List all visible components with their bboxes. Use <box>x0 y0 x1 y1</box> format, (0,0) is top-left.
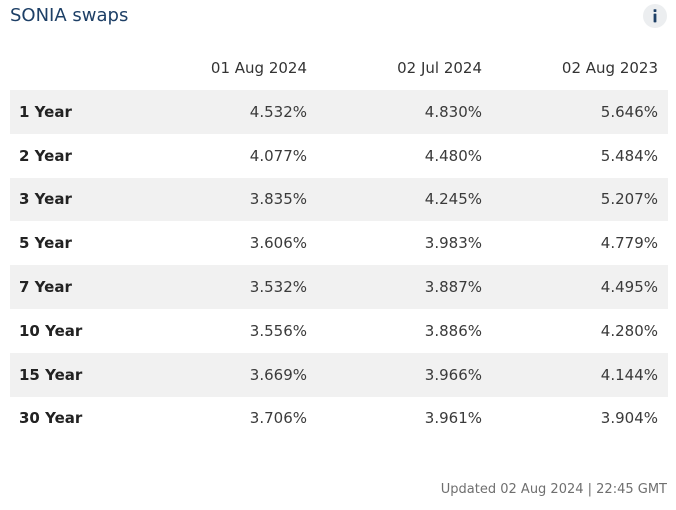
rate-cell: 3.532% <box>249 278 307 297</box>
rate-cell: 3.887% <box>424 278 482 297</box>
rate-cell: 3.706% <box>249 409 307 428</box>
rate-cell: 3.886% <box>424 321 482 340</box>
table-row: 2 Year 4.077% 4.480% 5.484% <box>10 134 668 178</box>
rate-cell: 4.280% <box>600 321 658 340</box>
term-cell: 5 Year <box>19 234 72 253</box>
rate-cell: 3.835% <box>249 190 307 209</box>
term-cell: 30 Year <box>19 409 83 428</box>
info-button[interactable] <box>643 4 667 28</box>
table-row: 3 Year 3.835% 4.245% 5.207% <box>10 177 668 222</box>
rate-cell: 3.961% <box>424 409 482 428</box>
term-cell: 2 Year <box>19 146 72 165</box>
table-row: 10 Year 3.556% 3.886% 4.280% <box>10 309 668 353</box>
rate-cell: 5.646% <box>600 102 658 121</box>
last-updated-text: Updated 02 Aug 2024 | 22:45 GMT <box>440 482 667 497</box>
column-header-term <box>10 46 159 90</box>
column-header-date: 02 Jul 2024 <box>397 59 482 77</box>
sonia-swaps-table: 01 Aug 2024 02 Jul 2024 02 Aug 2023 1 Ye… <box>10 46 668 440</box>
rate-cell: 4.779% <box>600 234 658 253</box>
table-header-row: 01 Aug 2024 02 Jul 2024 02 Aug 2023 <box>10 46 668 90</box>
rate-cell: 4.532% <box>249 102 307 121</box>
rate-cell: 4.495% <box>600 278 658 297</box>
term-cell: 10 Year <box>19 321 83 340</box>
rate-cell: 4.480% <box>424 146 482 165</box>
table-row: 7 Year 3.532% 3.887% 4.495% <box>10 265 668 309</box>
rate-cell: 3.983% <box>424 234 482 253</box>
rate-cell: 3.556% <box>249 321 307 340</box>
rate-cell: 4.144% <box>600 365 658 384</box>
rate-cell: 3.966% <box>424 365 482 384</box>
widget-title: SONIA swaps <box>10 5 129 26</box>
table-row: 30 Year 3.706% 3.961% 3.904% <box>10 397 668 441</box>
column-header-date: 02 Aug 2023 <box>561 59 658 77</box>
column-header-date: 01 Aug 2024 <box>210 59 307 77</box>
term-cell: 15 Year <box>19 365 83 384</box>
term-cell: 7 Year <box>19 278 72 297</box>
rate-cell: 3.904% <box>600 409 658 428</box>
info-icon <box>653 9 657 23</box>
rate-cell: 4.077% <box>249 146 307 165</box>
table-row: 15 Year 3.669% 3.966% 4.144% <box>10 352 668 397</box>
table-row: 1 Year 4.532% 4.830% 5.646% <box>10 90 668 134</box>
rate-cell: 4.830% <box>424 102 482 121</box>
rate-cell: 3.669% <box>249 365 307 384</box>
rate-cell: 4.245% <box>424 190 482 209</box>
table-row: 5 Year 3.606% 3.983% 4.779% <box>10 221 668 265</box>
rate-cell: 5.207% <box>600 190 658 209</box>
term-cell: 1 Year <box>19 102 72 121</box>
term-cell: 3 Year <box>19 190 72 209</box>
rate-cell: 3.606% <box>249 234 307 253</box>
rate-cell: 5.484% <box>600 146 658 165</box>
